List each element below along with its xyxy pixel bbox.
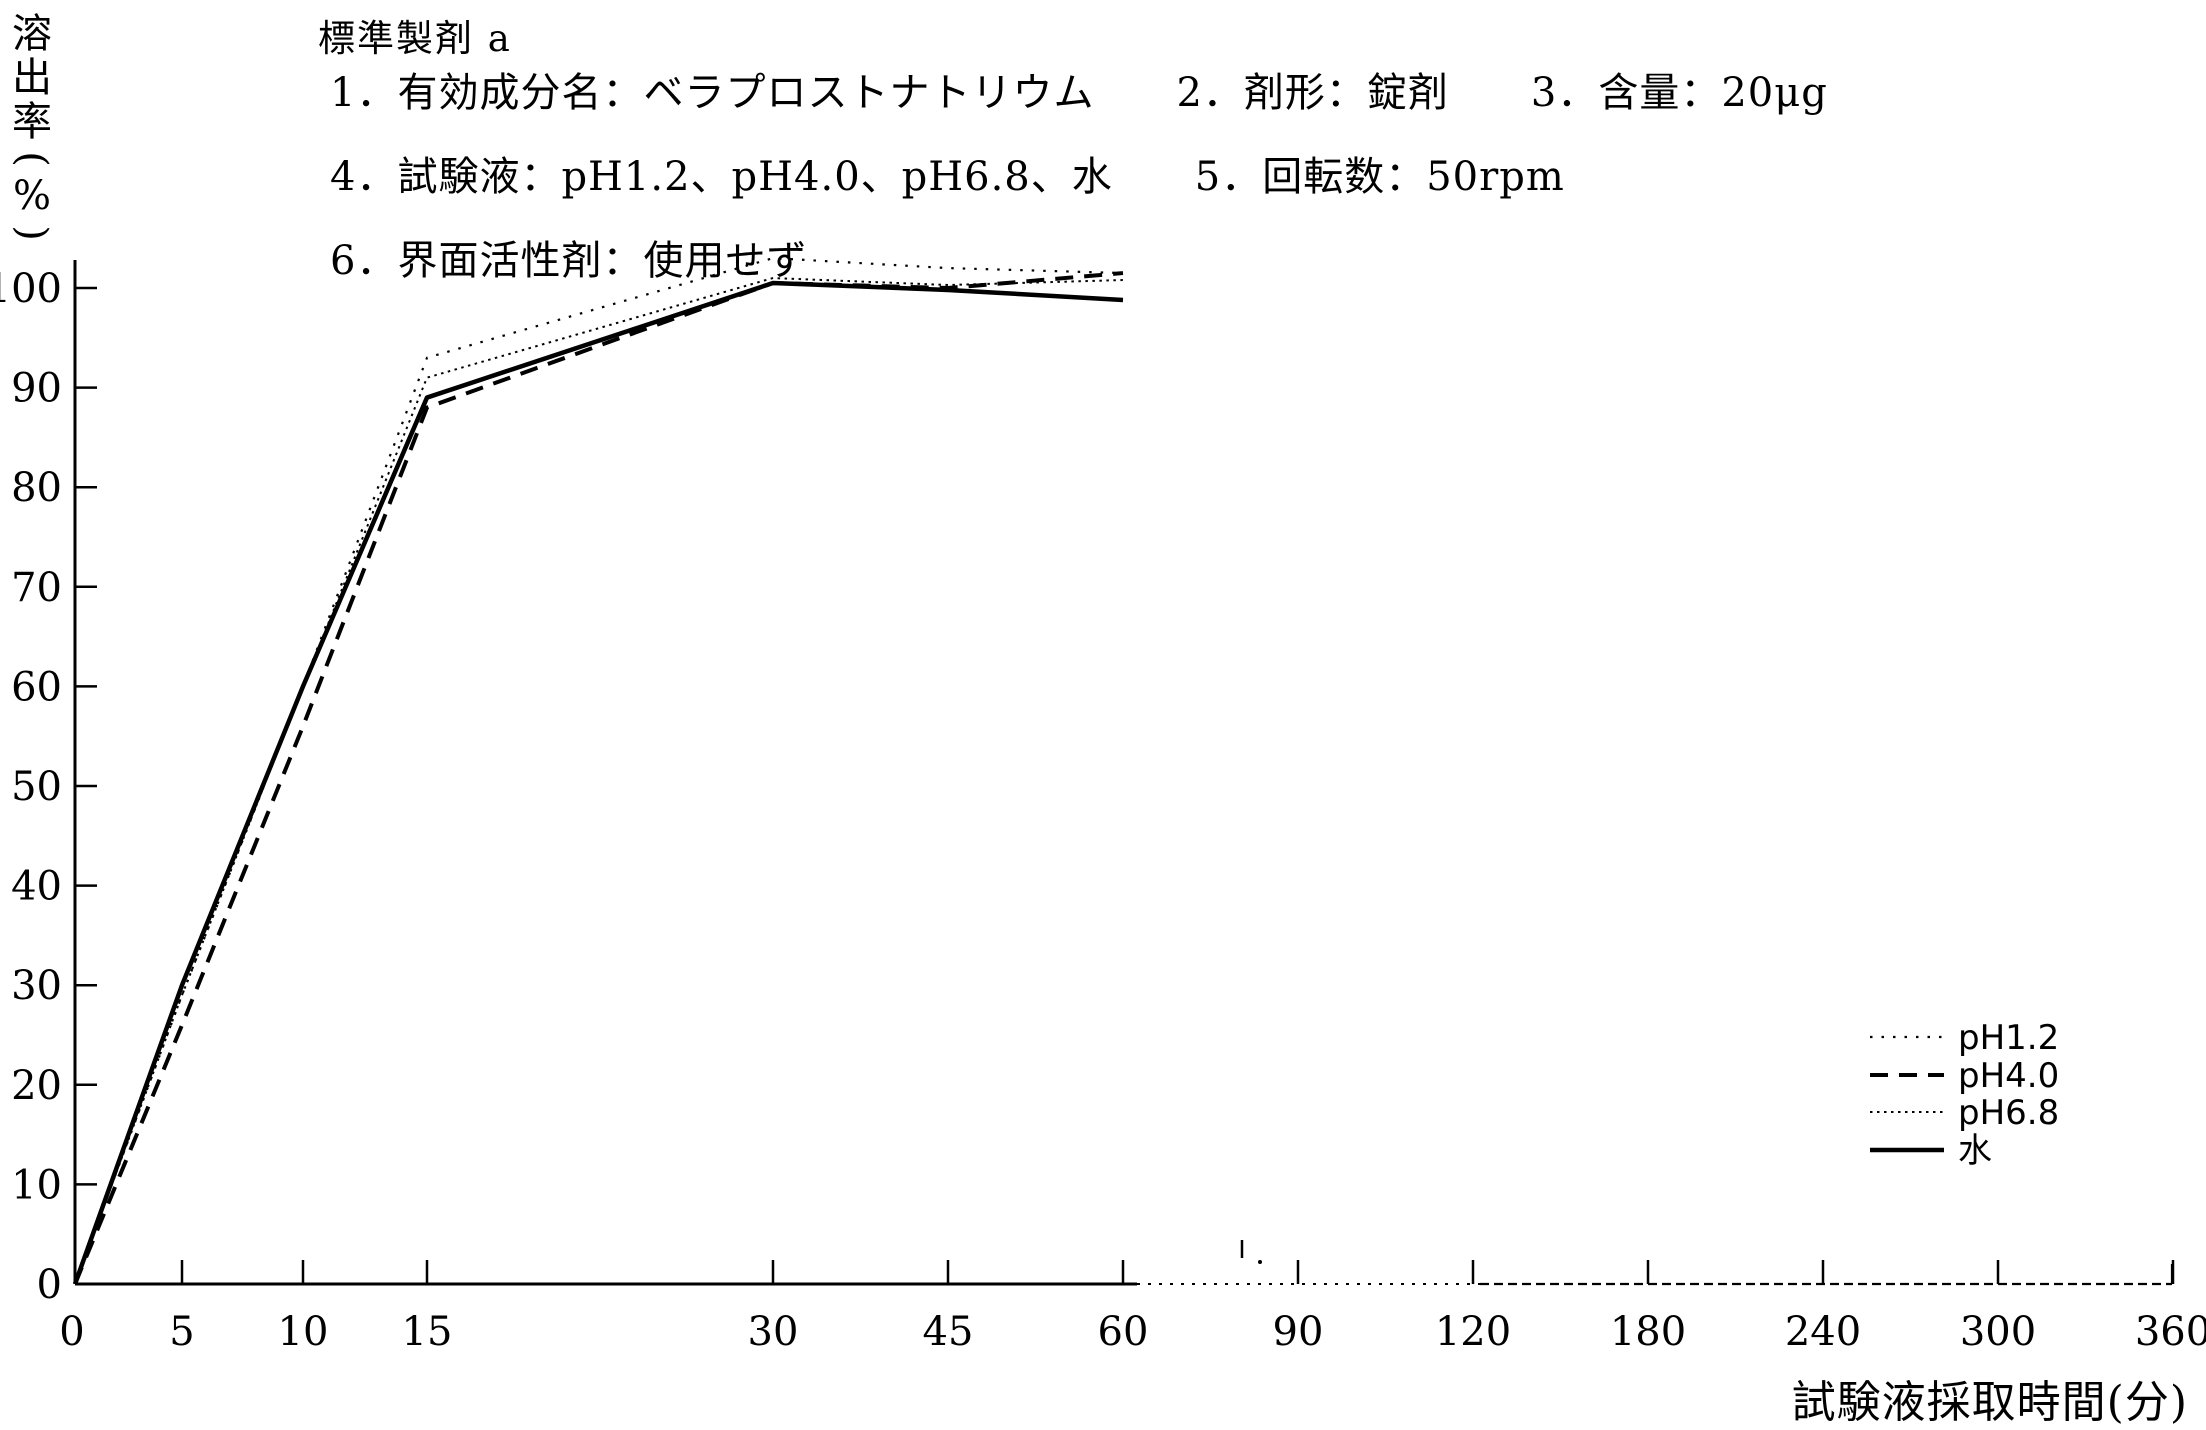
- x-tick-label-30: 30: [748, 1309, 799, 1355]
- x-axis-title: 試験液採取時間(分): [1791, 1377, 2188, 1428]
- y-axis-title: 溶出率(%): [9, 11, 55, 248]
- y-tick-label-60: 60: [11, 664, 62, 710]
- series-line-pH4.0: [73, 271, 1124, 1285]
- y-tick-label-20: 20: [11, 1063, 62, 1109]
- legend-label-pH1.2: pH1.2: [1958, 1018, 2059, 1058]
- y-axis-title-char: 溶: [12, 11, 52, 57]
- series-line-水: [72, 280, 1124, 1285]
- y-tick-label-0: 0: [37, 1262, 62, 1308]
- legend-label-水: 水: [1958, 1131, 1992, 1171]
- x-tick-label-360: 360: [2135, 1309, 2206, 1355]
- x-tick-label-90: 90: [1273, 1309, 1324, 1355]
- y-tick-label-40: 40: [11, 864, 62, 910]
- x-tick-label-300: 300: [1960, 1309, 2036, 1355]
- x-tick-label-0: 0: [59, 1309, 84, 1355]
- condition-line-1: 1．有効成分名：ベラプロストナトリウム 2．剤形：錠剤 3．含量：20μg: [330, 70, 1828, 116]
- y-axis-title-char: 率: [12, 99, 52, 145]
- figure-title: 標準製剤 a: [318, 17, 512, 60]
- x-tick-label-5: 5: [169, 1309, 194, 1355]
- y-tick-label-80: 80: [11, 465, 62, 511]
- legend-label-pH6.8: pH6.8: [1958, 1093, 2059, 1133]
- y-axis-title-char: 出: [12, 55, 52, 101]
- scan-artifact: [1258, 1260, 1262, 1264]
- x-tick-label-240: 240: [1785, 1309, 1861, 1355]
- legend-label-pH4.0: pH4.0: [1958, 1056, 2059, 1096]
- x-tick-label-180: 180: [1610, 1309, 1686, 1355]
- condition-line-3: 6．界面活性剤：使用せず: [330, 238, 808, 284]
- x-tick-label-15: 15: [402, 1309, 453, 1355]
- x-tick-label-45: 45: [923, 1309, 974, 1355]
- series-line-pH1.2: [73, 257, 1124, 1285]
- x-tick-label-60: 60: [1098, 1309, 1149, 1355]
- condition-line-2: 4．試験液：pH1.2、pH4.0、pH6.8、水 5．回転数：50rpm: [330, 154, 1565, 200]
- x-tick-label-10: 10: [278, 1309, 329, 1355]
- y-tick-label-100: 100: [0, 266, 62, 312]
- y-tick-label-30: 30: [11, 963, 62, 1009]
- y-tick-label-10: 10: [11, 1162, 62, 1208]
- series-line-pH6.8: [74, 277, 1124, 1285]
- x-tick-label-120: 120: [1435, 1309, 1511, 1355]
- y-tick-label-90: 90: [11, 366, 62, 412]
- y-tick-label-70: 70: [11, 565, 62, 611]
- y-axis-title-char: %: [12, 173, 51, 219]
- y-tick-label-50: 50: [11, 764, 62, 810]
